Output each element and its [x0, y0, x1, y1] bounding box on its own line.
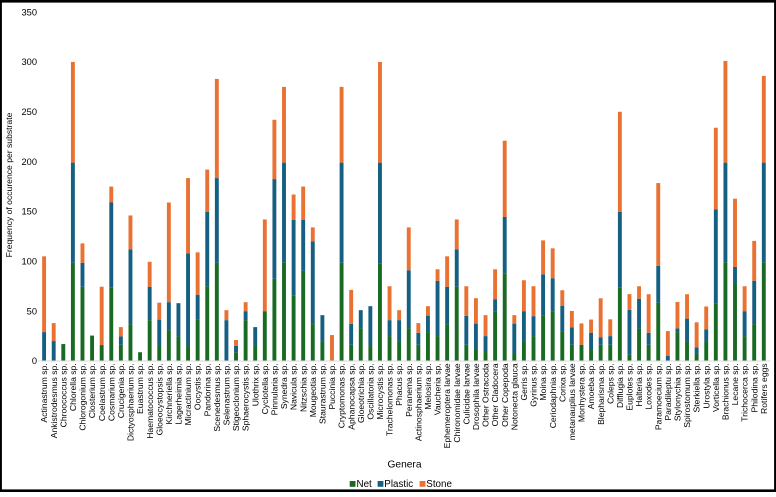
- svg-text:Microcystis sp.: Microcystis sp.: [375, 363, 385, 419]
- svg-text:Gloeocystopsis sp.: Gloeocystopsis sp.: [154, 363, 164, 435]
- svg-text:Melosira sp.: Melosira sp.: [423, 363, 433, 409]
- svg-text:Ceriodaphnia sp.: Ceriodaphnia sp.: [548, 363, 558, 428]
- svg-text:Actinastrum sp.: Actinastrum sp.: [39, 363, 49, 422]
- svg-text:Cryptomonas sp.: Cryptomonas sp.: [337, 363, 347, 428]
- svg-text:Haematococcus sp.: Haematococcus sp.: [145, 363, 155, 438]
- svg-text:metanauplius larvae: metanauplius larvae: [567, 363, 577, 440]
- svg-text:Puccinia sp.: Puccinia sp.: [327, 363, 337, 409]
- svg-text:Aphanocapsa sp.: Aphanocapsa sp.: [346, 363, 356, 429]
- svg-text:150: 150: [21, 207, 37, 217]
- svg-text:Sphaerocystis sp.: Sphaerocystis sp.: [241, 363, 251, 431]
- svg-text:Ulothrix sp.: Ulothrix sp.: [250, 363, 260, 406]
- svg-text:Culicidae larvae: Culicidae larvae: [461, 363, 471, 424]
- svg-text:Difflugia sp.: Difflugia sp.: [615, 363, 625, 408]
- svg-text:Stylonychia sp.: Stylonychia sp.: [673, 363, 683, 421]
- svg-text:Rotifers eggs: Rotifers eggs: [759, 363, 769, 414]
- svg-text:50: 50: [27, 306, 37, 316]
- svg-text:Euplotes sp.: Euplotes sp.: [625, 363, 635, 410]
- svg-text:Vaucheria sp.: Vaucheria sp.: [433, 363, 443, 415]
- svg-text:Gloeotrichia sp.: Gloeotrichia sp.: [356, 363, 366, 423]
- svg-text:Ephemeroptera larvae: Ephemeroptera larvae: [442, 363, 452, 448]
- svg-text:Stigeoclonium sp.: Stigeoclonium sp.: [231, 363, 241, 431]
- svg-text:Phacus sp.: Phacus sp.: [394, 363, 404, 406]
- svg-text:Coleps sp.: Coleps sp.: [605, 363, 615, 404]
- svg-text:Pandorina sp.: Pandorina sp.: [202, 363, 212, 416]
- svg-text:Genera: Genera: [388, 460, 422, 471]
- svg-text:Gerris sp.: Gerris sp.: [519, 363, 529, 400]
- svg-text:Oocystis sp.: Oocystis sp.: [193, 363, 203, 410]
- svg-text:Synedra sp.: Synedra sp.: [279, 363, 289, 409]
- svg-text:Plastic: Plastic: [384, 479, 413, 490]
- svg-text:Oscillatoria sp.: Oscillatoria sp.: [365, 363, 375, 419]
- svg-text:Sterkiella sp.: Sterkiella sp.: [692, 363, 702, 412]
- svg-text:Micractinium sp.: Micractinium sp.: [183, 363, 193, 425]
- svg-text:Cyclotella sp.: Cyclotella sp.: [260, 363, 270, 414]
- svg-text:Drosophila larvae: Drosophila larvae: [471, 363, 481, 430]
- svg-text:Moina sp.: Moina sp.: [538, 363, 548, 400]
- svg-text:Chlorogonium sp.: Chlorogonium sp.: [78, 363, 88, 430]
- svg-text:Chironomidae larvae: Chironomidae larvae: [452, 363, 462, 443]
- svg-text:Selenastrum sp.: Selenastrum sp.: [222, 363, 232, 425]
- svg-text:Philodina sp.: Philodina sp.: [749, 363, 759, 412]
- svg-text:Net: Net: [357, 479, 373, 490]
- svg-text:100: 100: [21, 257, 37, 267]
- svg-text:Chroococcus sp.: Chroococcus sp.: [58, 363, 68, 427]
- svg-text:Chlorella sp.: Chlorella sp.: [68, 363, 78, 411]
- svg-text:Trachelomonas sp.: Trachelomonas sp.: [385, 363, 395, 436]
- svg-text:Mougeotia sp.: Mougeotia sp.: [308, 363, 318, 417]
- svg-text:Urostyla sp.: Urostyla sp.: [701, 363, 711, 408]
- svg-text:Monhystera sp.: Monhystera sp.: [577, 363, 587, 422]
- svg-text:Scenedesmus sp.: Scenedesmus sp.: [212, 363, 222, 431]
- svg-text:Other Ostracoda: Other Ostracoda: [481, 363, 491, 427]
- svg-text:Paradileptu sp.: Paradileptu sp.: [663, 363, 673, 420]
- svg-text:Euastrum sp.: Euastrum sp.: [135, 363, 145, 414]
- svg-text:Frequency of occurence per sub: Frequency of occurence per substrate: [4, 112, 14, 257]
- svg-text:Navicula sp.: Navicula sp.: [289, 363, 299, 410]
- svg-text:Ankistrodesmus sp.: Ankistrodesmus sp.: [49, 363, 59, 438]
- svg-text:Coelastrum sp.: Coelastrum sp.: [97, 363, 107, 421]
- svg-text:Actinosphaerium sp.: Actinosphaerium sp.: [413, 363, 423, 441]
- svg-text:Notonecta glauca: Notonecta glauca: [509, 363, 519, 430]
- svg-text:Crucigenia sp.: Crucigenia sp.: [116, 363, 126, 418]
- svg-text:Vorticella sp.: Vorticella sp.: [711, 363, 721, 412]
- svg-text:Gyrinus sp.: Gyrinus sp.: [529, 363, 539, 406]
- svg-text:Peranema sp.: Peranema sp.: [404, 363, 414, 417]
- svg-text:Lagerheimia sp.: Lagerheimia sp.: [174, 363, 184, 424]
- svg-text:Nitzschia sp.: Nitzschia sp.: [298, 363, 308, 412]
- svg-text:Kirchneriella sp.: Kirchneriella sp.: [164, 363, 174, 424]
- svg-text:200: 200: [21, 157, 37, 167]
- svg-text:Dictyosphaerium sp.: Dictyosphaerium sp.: [126, 363, 136, 441]
- svg-text:Brachionus sp.: Brachionus sp.: [721, 363, 731, 420]
- svg-text:Stone: Stone: [426, 479, 452, 490]
- svg-text:Blepharisma sp.: Blepharisma sp.: [596, 363, 606, 425]
- svg-text:Cosmarium sp.: Cosmarium sp.: [106, 363, 116, 421]
- svg-text:250: 250: [21, 107, 37, 117]
- svg-text:Corixa sp.: Corixa sp.: [557, 363, 567, 402]
- svg-text:Pinnularia sp.: Pinnularia sp.: [270, 363, 280, 415]
- svg-text:300: 300: [21, 57, 37, 67]
- svg-text:Trichocerca sp.: Trichocerca sp.: [740, 363, 750, 421]
- svg-text:Spirostomum sp.: Spirostomum sp.: [682, 363, 692, 427]
- svg-text:Other Cladocera: Other Cladocera: [490, 363, 500, 426]
- svg-text:Amoeba sp.: Amoeba sp.: [586, 363, 596, 409]
- svg-text:Lecane sp.: Lecane sp.: [730, 363, 740, 405]
- svg-text:Closterium sp.: Closterium sp.: [87, 363, 97, 418]
- svg-text:350: 350: [21, 7, 37, 17]
- svg-text:Staurastrum sp.: Staurastrum sp.: [317, 363, 327, 424]
- svg-text:Halteria sp.: Halteria sp.: [634, 363, 644, 406]
- svg-text:Other Copepoda: Other Copepoda: [500, 363, 510, 427]
- svg-text:Loxodes sp.: Loxodes sp.: [644, 363, 654, 409]
- svg-text:Paramoecium sp.: Paramoecium sp.: [653, 363, 663, 430]
- svg-text:0: 0: [32, 356, 37, 366]
